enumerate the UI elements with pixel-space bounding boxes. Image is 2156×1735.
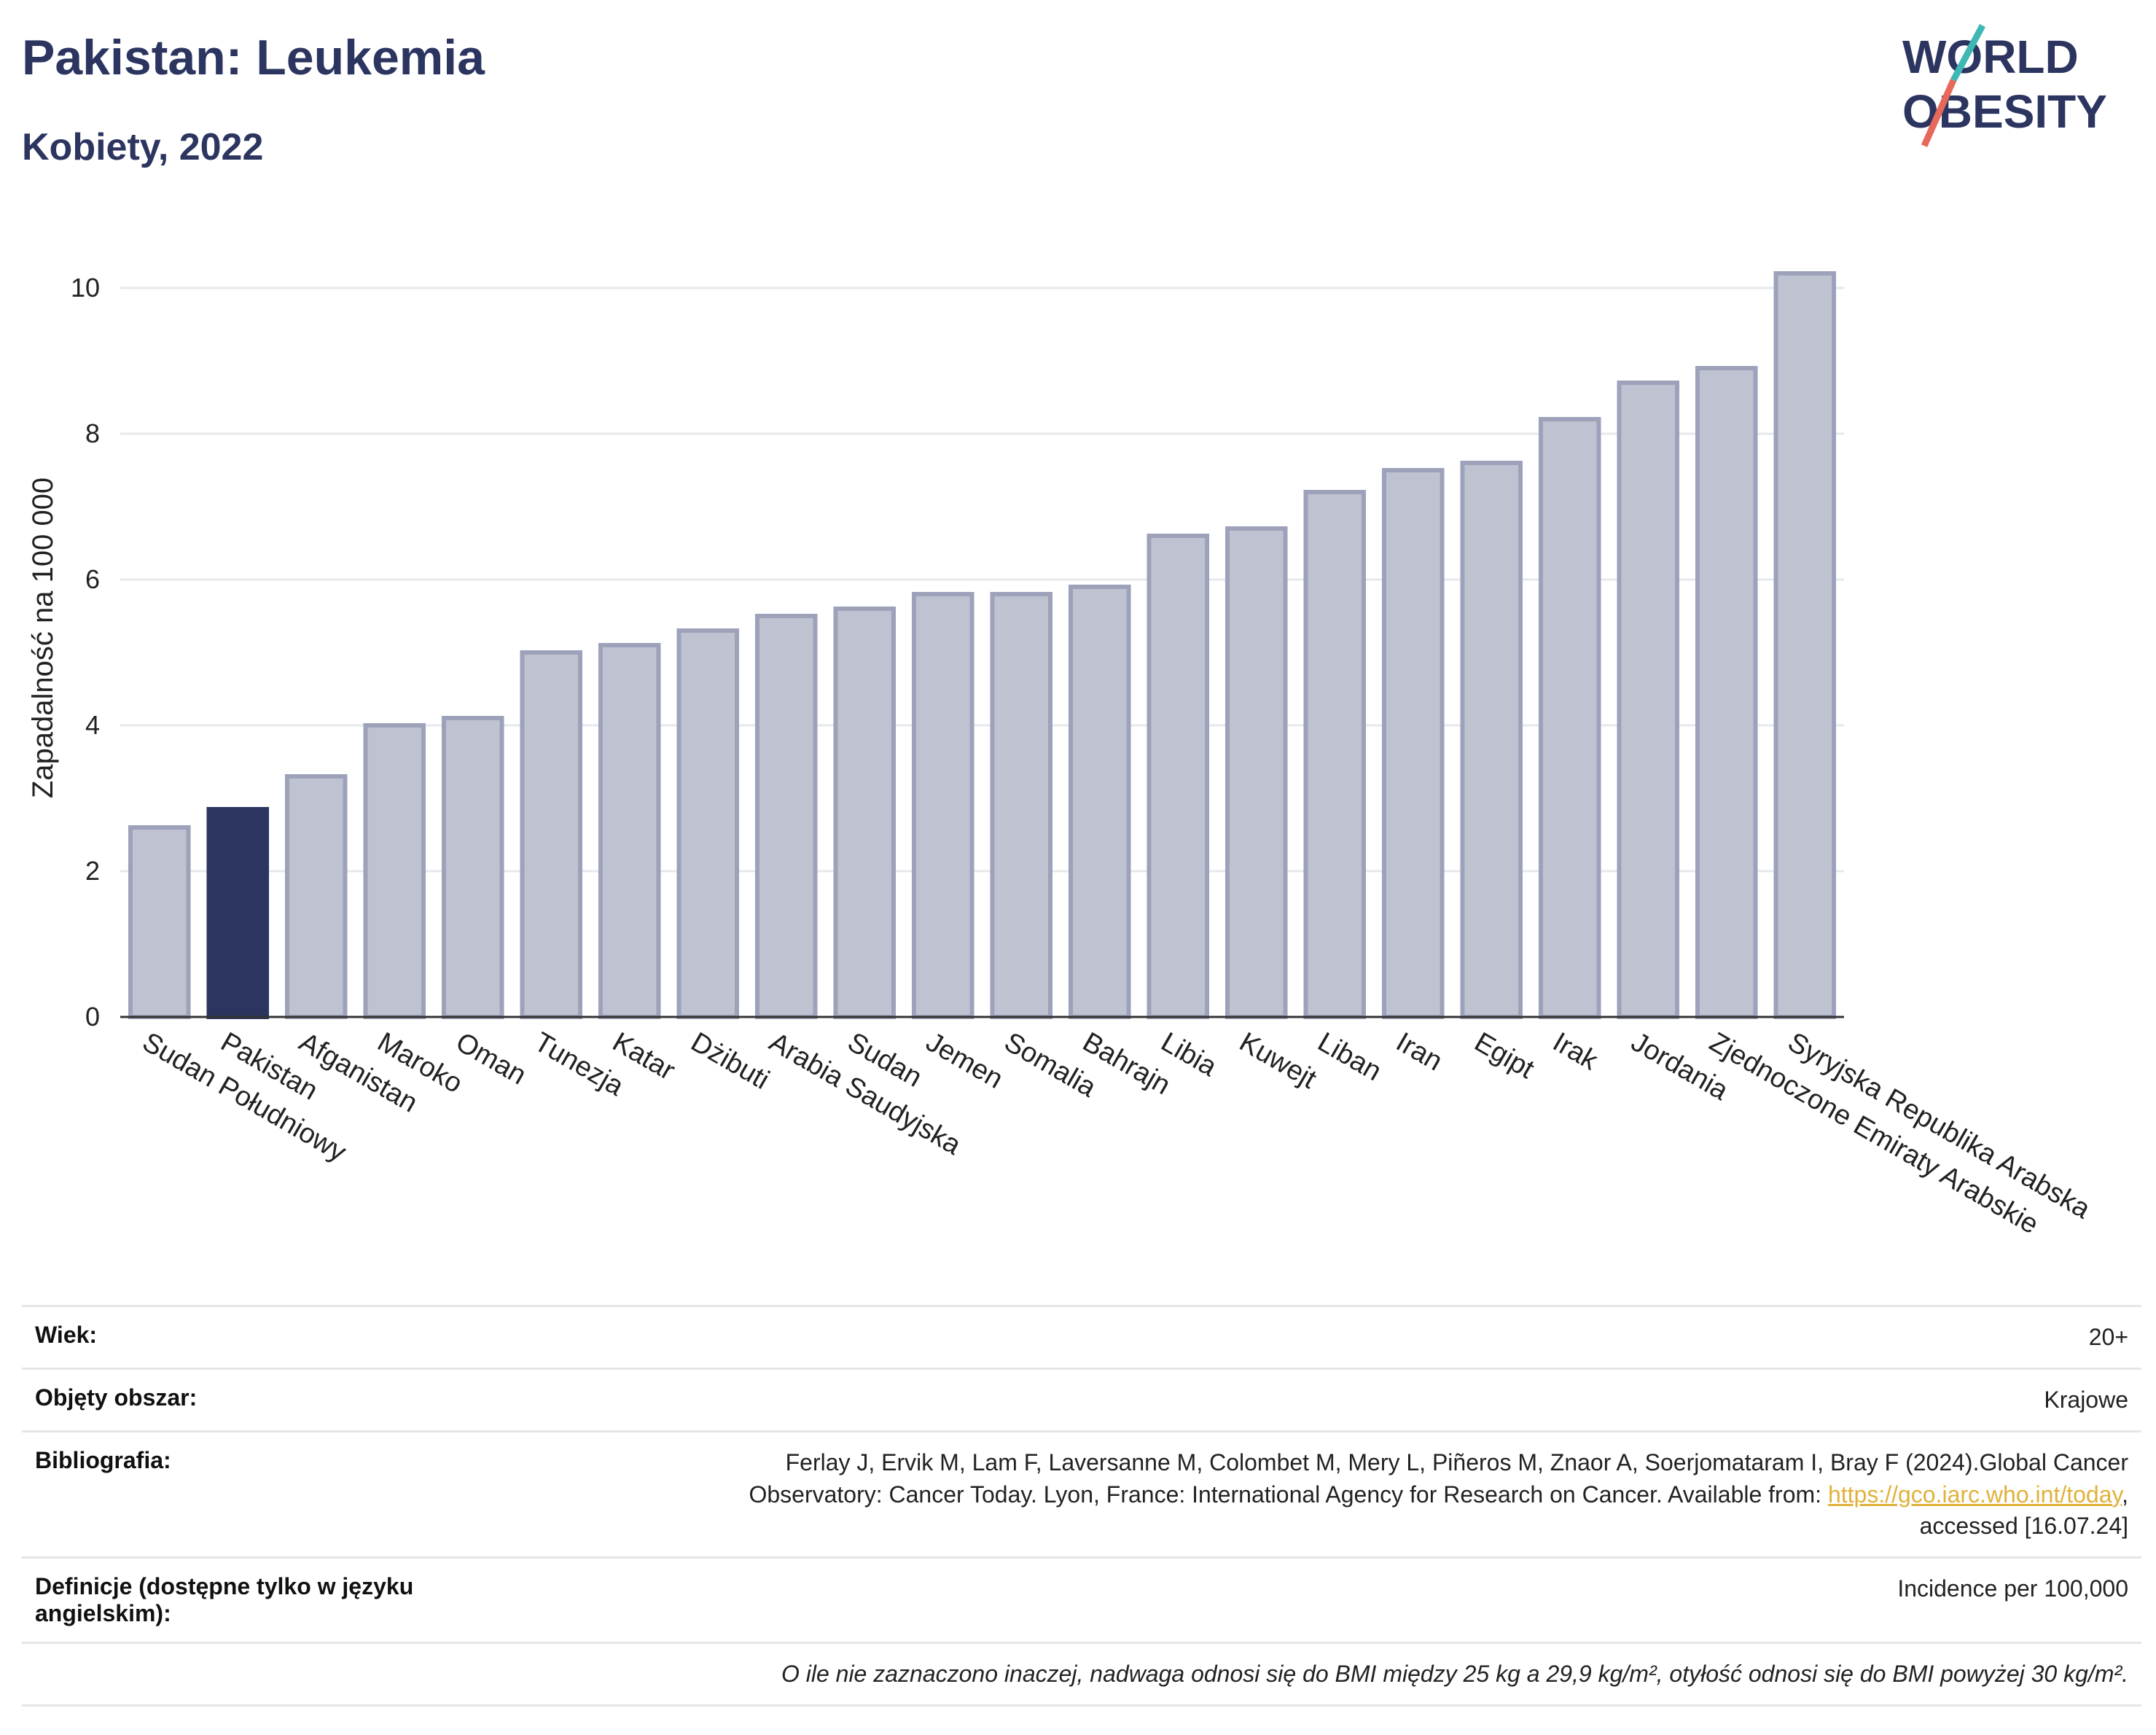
x-tick-label: Oman	[450, 1026, 531, 1091]
bar	[833, 607, 897, 1019]
x-tick-label: Zjednoczone Emiraty Arabskie	[1704, 1026, 2043, 1240]
definitions-label: Definicje (dostępne tylko w języku angie…	[22, 1556, 500, 1643]
bar	[206, 807, 270, 1019]
info-row-note: O ile nie zaznaczono inaczej, nadwaga od…	[22, 1641, 2141, 1707]
bar	[754, 614, 818, 1019]
bar	[1381, 468, 1445, 1019]
bar	[1303, 490, 1367, 1019]
y-tick-label: 2	[85, 856, 100, 886]
bmi-note: O ile nie zaznaczono inaczej, nadwaga od…	[500, 1641, 2141, 1707]
info-table: Wiek: 20+ Objęty obszar: Krajowe Bibliog…	[22, 1304, 2141, 1707]
x-tick-label: Dżibuti	[686, 1026, 775, 1095]
bar	[676, 628, 740, 1019]
info-row-bibliography: Bibliografia: Ferlay J, Ervik M, Lam F, …	[22, 1430, 2141, 1558]
coverage-label: Objęty obszar:	[22, 1368, 500, 1432]
age-value: 20+	[500, 1304, 2141, 1369]
logo-slash-red	[1921, 79, 1957, 147]
bar	[1460, 461, 1523, 1019]
bar	[1225, 526, 1288, 1019]
bibliography-link[interactable]: https://gco.iarc.who.int/today	[1827, 1481, 2122, 1508]
bar	[284, 774, 348, 1019]
bar-chart: 0 2 4 6 8 10 Sudan PołudniowyPakistanAfganist…	[27, 271, 2096, 1240]
x-tick-label: Syryjska Republika Arabska	[1783, 1026, 2096, 1225]
info-row-age: Wiek: 20+	[22, 1304, 2141, 1369]
bar	[1773, 271, 1837, 1019]
y-tick-label: 8	[85, 418, 100, 448]
info-row-coverage: Objęty obszar: Krajowe	[22, 1368, 2141, 1432]
bibliography-text-4: accessed [16.07.24]	[1919, 1512, 2128, 1539]
bar	[1538, 417, 1601, 1019]
y-tick-label: 6	[85, 564, 100, 594]
world-obesity-logo: WORLD OBESITY	[1902, 23, 2107, 147]
chart-bars	[128, 271, 1837, 1019]
bibliography-text-3: ,	[2122, 1481, 2128, 1508]
y-tick-label: 0	[85, 1002, 100, 1032]
age-label: Wiek:	[22, 1304, 500, 1369]
logo-slash-teal	[1950, 23, 1985, 82]
y-tick-label: 4	[85, 710, 100, 740]
x-axis-ticks: Sudan PołudniowyPakistanAfganistanMaroko…	[137, 1026, 2096, 1240]
bar	[911, 592, 975, 1019]
y-axis-ticks: 0 2 4 6 8 10	[71, 273, 100, 1032]
coverage-value: Krajowe	[500, 1368, 2141, 1432]
x-tick-label: Liban	[1313, 1026, 1387, 1087]
logo-line1: WORLD	[1902, 31, 2079, 83]
x-tick-label: Irak	[1547, 1026, 1604, 1077]
note-label-empty	[22, 1641, 500, 1707]
definitions-value: Incidence per 100,000	[500, 1556, 2141, 1643]
bar	[441, 716, 504, 1019]
info-row-definitions: Definicje (dostępne tylko w języku angie…	[22, 1556, 2141, 1643]
bibliography-label: Bibliografia:	[22, 1430, 500, 1558]
bar	[990, 592, 1053, 1019]
bibliography-value: Ferlay J, Ervik M, Lam F, Laversanne M, …	[500, 1430, 2141, 1558]
y-axis-label: Zapadalność na 100 000	[27, 477, 59, 798]
bar	[1695, 366, 1758, 1019]
bar	[128, 825, 191, 1019]
bar	[598, 643, 661, 1019]
x-tick-label: Tunezja	[529, 1026, 630, 1102]
bar	[1068, 585, 1131, 1019]
bibliography-text-2: Observatory: Cancer Today. Lyon, France:…	[749, 1481, 1828, 1508]
x-tick-label: Egipt	[1469, 1026, 1539, 1085]
x-tick-label: Kuwejt	[1234, 1026, 1321, 1095]
y-tick-label: 10	[71, 273, 100, 303]
x-tick-label: Jemen	[921, 1026, 1008, 1094]
page-subtitle: Kobiety, 2022	[22, 126, 264, 168]
bar	[363, 723, 426, 1019]
bar	[520, 650, 583, 1019]
bar	[1147, 534, 1210, 1019]
x-tick-label: Iran	[1391, 1026, 1448, 1077]
bar	[1617, 381, 1680, 1019]
page-title: Pakistan: Leukemia	[22, 30, 485, 85]
bibliography-text-1: Ferlay J, Ervik M, Lam F, Laversanne M, …	[785, 1449, 2128, 1476]
